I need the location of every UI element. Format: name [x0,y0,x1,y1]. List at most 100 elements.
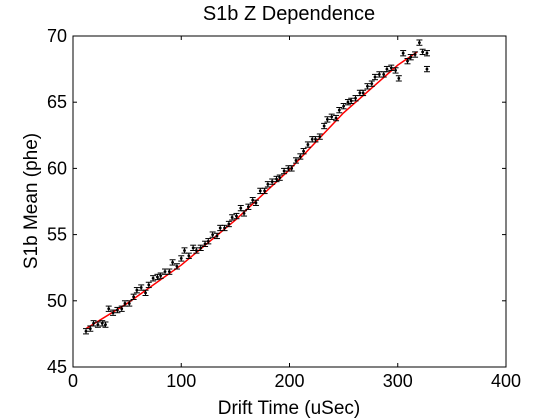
data-point-marker [330,115,334,119]
data-point-marker [318,135,322,139]
data-point-marker [401,51,405,55]
data-point-marker [266,182,270,186]
data-point-marker [239,206,243,210]
data-point [114,306,121,314]
data-point-marker [183,249,186,252]
y-tick-label: 60 [47,158,67,178]
data-point-marker [127,302,131,305]
data-point [142,289,149,297]
data-point [221,224,228,232]
data-point [102,321,109,328]
data-point [321,122,328,130]
data-point-marker [120,307,124,311]
data-point [252,199,259,206]
data-point-marker [349,99,353,103]
data-point [157,272,164,279]
data-point-marker [104,323,107,327]
data-point [185,252,192,259]
data-point [400,50,407,57]
data-point [336,106,343,114]
data-point [173,263,180,270]
data-point [388,64,395,71]
data-point-marker [334,116,338,120]
x-tick-label: 0 [68,371,78,391]
data-point-marker [425,67,429,71]
data-point [145,281,152,289]
data-point-marker [199,246,203,250]
data-point [197,244,204,251]
data-point-marker [278,176,282,180]
data-point-marker [287,167,290,170]
y-tick-label: 45 [47,357,67,377]
data-point-marker [111,311,115,315]
data-point [416,39,423,46]
data-point [237,204,244,212]
data-point [383,65,390,73]
data-point-marker [115,308,119,312]
data-point-marker [230,215,234,219]
data-point [241,210,248,217]
data-point-marker [144,291,147,295]
data-point [333,114,340,122]
y-tick-label: 70 [47,26,67,46]
data-point-marker [406,59,409,63]
data-point-marker [337,108,341,112]
data-point [209,231,216,238]
data-point-marker [227,222,231,226]
data-point [105,305,112,312]
data-point [154,273,161,281]
data-points-group [82,39,430,335]
y-axis-label: S1b Mean (phe) [21,133,42,269]
data-point-marker [88,327,92,331]
data-point [395,75,402,82]
data-point-marker [263,189,267,193]
data-point-marker [211,233,215,237]
data-point-marker [258,189,262,193]
data-point [392,67,399,74]
data-point [94,321,101,328]
data-point-marker [187,254,191,258]
x-tick-label: 200 [274,371,304,391]
data-point [348,97,355,105]
data-point [110,309,117,316]
data-point [90,320,97,327]
data-point [368,80,375,87]
data-point [82,328,89,335]
data-point-marker [218,226,222,230]
data-point-marker [195,249,198,252]
data-point [264,181,271,188]
data-point-marker [325,118,329,121]
data-point [364,83,371,90]
data-point-marker [275,177,278,181]
plot-area [72,35,507,368]
data-point [205,238,212,245]
axis-ticks [72,35,507,368]
data-point-marker [298,155,302,158]
data-point-marker [84,329,88,333]
data-point-marker [346,100,350,104]
data-point-marker [139,286,143,289]
x-tick-label: 100 [166,371,196,391]
data-point-marker [310,137,314,141]
data-point [423,50,430,57]
data-point [376,71,383,78]
data-point-marker [306,143,310,146]
data-point-marker [366,84,369,88]
data-point [292,157,299,164]
data-point [423,65,430,73]
data-point-marker [242,212,246,215]
data-point [380,71,387,78]
y-tick-label: 50 [47,291,67,311]
data-point [300,148,307,155]
data-point [281,167,288,175]
data-point [225,220,232,228]
data-point-marker [377,72,381,76]
data-point-marker [223,226,226,230]
data-point-marker [370,82,374,86]
x-tick-label: 400 [491,371,521,391]
data-point [316,133,323,140]
data-point-marker [322,124,326,128]
data-point-marker [421,50,425,54]
data-point [169,259,176,266]
